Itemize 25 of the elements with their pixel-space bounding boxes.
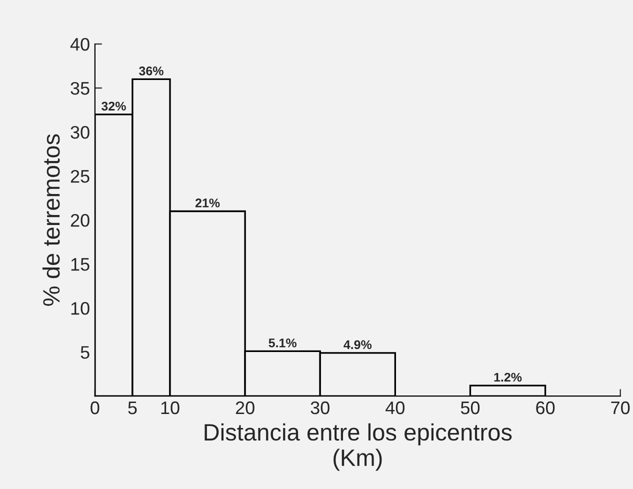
y-tick-label: 10 <box>71 302 90 315</box>
y-tick-label: 40 <box>70 38 90 51</box>
y-tick-label: 35 <box>70 82 90 95</box>
y-tick-label: 5 <box>80 346 90 359</box>
data-label: 1.2% <box>494 372 522 382</box>
x-tick-label: 70 <box>611 401 630 414</box>
data-label: 32% <box>101 102 126 111</box>
x-tick-label: 0 <box>90 401 100 414</box>
x-tick-label: 20 <box>236 401 254 414</box>
x-tick-label: 10 <box>161 401 180 414</box>
x-axis-title: Distancia entre los epicentros (Km) <box>204 423 512 471</box>
x-tick-label: 40 <box>386 401 405 414</box>
data-label: 4.9% <box>344 340 372 350</box>
x-tick-label: 50 <box>460 401 480 414</box>
y-tick-label: 20 <box>70 214 90 227</box>
data-label: 5.1% <box>268 338 297 348</box>
data-label: 21% <box>195 198 220 208</box>
x-tick-label: 30 <box>310 401 330 414</box>
y-axis-title: % de terremotos <box>42 134 60 306</box>
x-tick-label: 5 <box>128 402 137 414</box>
data-label: 36% <box>139 66 164 76</box>
y-tick-label: 15 <box>71 258 90 271</box>
y-tick-label: 30 <box>70 126 90 139</box>
x-tick-label: 60 <box>536 401 555 414</box>
y-tick-label: 25 <box>70 170 90 183</box>
